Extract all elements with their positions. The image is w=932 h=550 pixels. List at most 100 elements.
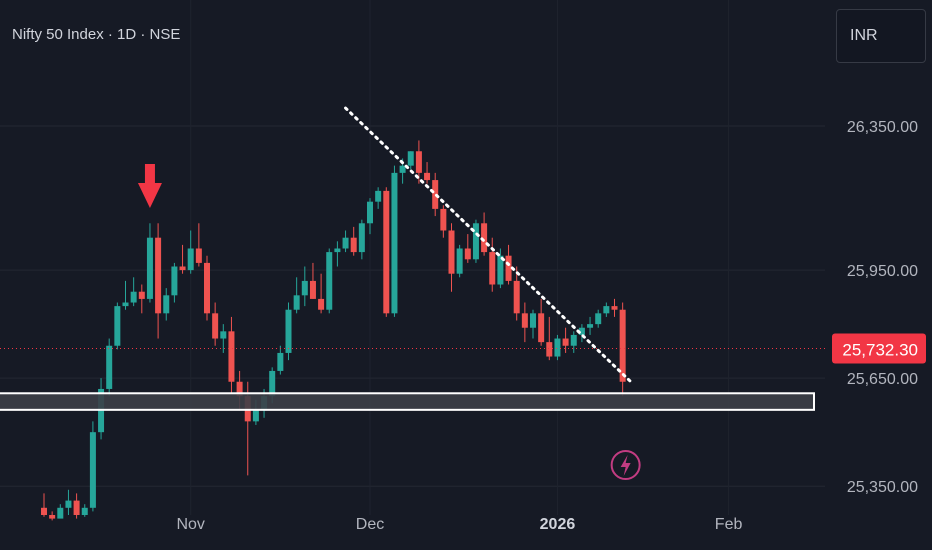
- candle: [383, 187, 390, 317]
- candle: [122, 280, 129, 310]
- candle-body: [334, 248, 341, 253]
- candle: [57, 504, 64, 519]
- candle-body: [309, 280, 316, 299]
- candle: [146, 223, 153, 303]
- last-price-label: 25,732.30: [842, 341, 918, 360]
- candle-body: [595, 313, 602, 325]
- candle-body: [530, 313, 536, 328]
- candle: [41, 493, 47, 517]
- candle: [546, 316, 553, 361]
- candle: [375, 187, 382, 209]
- candle-body: [130, 291, 137, 303]
- candle: [326, 248, 333, 314]
- currency-selector[interactable]: INR: [836, 9, 926, 63]
- candle: [179, 244, 186, 274]
- candle: [448, 223, 455, 292]
- candle: [489, 237, 496, 292]
- candle: [587, 316, 594, 335]
- candle: [554, 334, 561, 361]
- candle: [350, 226, 357, 256]
- y-tick-label: 25,950.00: [847, 263, 918, 280]
- candle-body: [342, 237, 349, 249]
- candle-body: [415, 151, 422, 173]
- candle: [595, 309, 602, 328]
- candle: [578, 324, 585, 343]
- candle-body: [57, 507, 64, 519]
- candle-body: [481, 223, 488, 253]
- candle: [220, 324, 227, 353]
- candle: [171, 262, 178, 303]
- candle: [570, 331, 577, 353]
- candle: [424, 162, 431, 184]
- candle: [228, 316, 235, 393]
- y-tick-label: 26,350.00: [847, 119, 918, 136]
- candle-body: [619, 309, 626, 382]
- candle-body: [73, 500, 80, 515]
- candle-body: [106, 345, 113, 389]
- candle-body: [391, 172, 398, 314]
- candle: [367, 198, 373, 235]
- candle-body: [114, 306, 121, 346]
- candle-body: [236, 381, 243, 397]
- candle: [73, 493, 80, 519]
- candle: [114, 302, 121, 350]
- candle-body: [81, 507, 88, 515]
- candle-body: [65, 500, 72, 508]
- candle: [472, 219, 479, 263]
- candle: [497, 248, 504, 289]
- y-tick-label: 25,650.00: [847, 371, 918, 388]
- candle-body: [326, 252, 333, 310]
- candle-body: [570, 334, 577, 346]
- candle-body: [228, 331, 235, 382]
- candle-body: [89, 432, 96, 508]
- candle: [391, 165, 398, 317]
- candle: [163, 288, 170, 321]
- candle-body: [269, 370, 276, 397]
- candle-body: [375, 190, 382, 202]
- candle-body: [285, 309, 292, 353]
- candle-body: [49, 515, 56, 519]
- candle: [456, 244, 463, 278]
- candle-body: [122, 302, 129, 307]
- x-tick-label: Feb: [715, 516, 743, 533]
- candle-body: [195, 248, 202, 263]
- x-tick-label: 2026: [540, 516, 576, 533]
- candle-body: [497, 255, 504, 285]
- candle: [155, 223, 162, 339]
- candle: [521, 302, 528, 343]
- candle: [318, 273, 325, 314]
- candle: [130, 277, 137, 307]
- candle: [334, 241, 341, 267]
- candle-body: [521, 313, 528, 328]
- candle-body: [448, 230, 455, 274]
- candle: [204, 255, 210, 321]
- candle: [611, 298, 618, 317]
- x-tick-label: Nov: [176, 516, 204, 533]
- candle: [464, 234, 471, 263]
- candle: [138, 284, 145, 314]
- candle-body: [538, 313, 545, 343]
- candle-body: [383, 190, 390, 314]
- lightning-bolt-icon: [610, 450, 641, 480]
- candle-body: [252, 410, 259, 422]
- candle-body: [546, 342, 553, 357]
- support-zone-rect: [0, 392, 815, 411]
- trendline: [344, 106, 633, 384]
- candle-body: [578, 327, 585, 335]
- candle-body: [155, 237, 162, 314]
- candle-body: [587, 324, 594, 328]
- candle: [309, 262, 316, 299]
- candle-body: [220, 331, 227, 339]
- candle-body: [456, 248, 463, 274]
- candle-body: [318, 298, 325, 310]
- candle-body: [138, 291, 145, 299]
- candle-body: [611, 306, 618, 310]
- candle: [187, 230, 194, 274]
- candle: [293, 277, 300, 314]
- candle-body: [146, 237, 153, 299]
- candle-body: [603, 306, 610, 314]
- candle: [481, 212, 488, 256]
- candle: [603, 302, 610, 317]
- candle: [285, 302, 292, 361]
